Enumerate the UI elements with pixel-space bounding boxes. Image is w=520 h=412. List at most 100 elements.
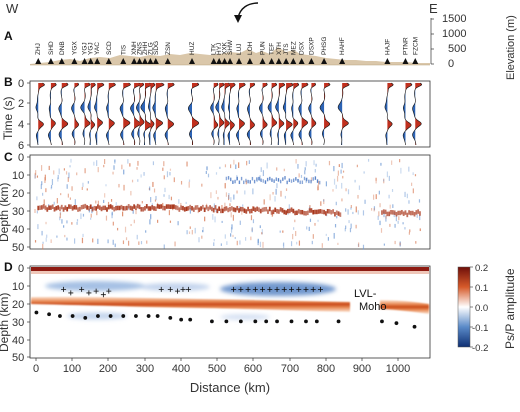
trace-line: [164, 82, 175, 146]
ccp-streak: [338, 164, 340, 168]
ccp-streak: [337, 170, 339, 176]
station-label: MEZ: [290, 41, 297, 55]
ccp-streak: [56, 198, 58, 204]
panel-label-b: B: [4, 75, 13, 89]
ccp-streak: [114, 243, 116, 248]
ccp-moho-streak: [281, 208, 284, 213]
ccp-streak: [197, 207, 199, 214]
moho-pick-dot: [34, 310, 39, 315]
ccp-moho-streak: [310, 208, 313, 213]
station-triangle-icon: [120, 58, 127, 64]
ccp-streak: [328, 160, 331, 166]
ccp-moho-streak: [107, 204, 110, 210]
trace-positive-fill: [387, 83, 394, 145]
ccp-moho-streak: [131, 206, 134, 211]
ccp-moho-streak: [100, 206, 103, 212]
ccp-streak: [309, 206, 311, 210]
moho-pick-dot: [83, 315, 88, 320]
ccp-lvl-streak: [303, 176, 306, 181]
ccp-streak: [416, 214, 418, 218]
ccp-streak: [232, 214, 234, 221]
time-tick-2: 2: [18, 98, 24, 110]
ccp-lvl-streak: [260, 178, 262, 183]
station-triangle-icon: [136, 58, 143, 64]
ccp-moho-streak: [97, 204, 99, 209]
ccp-moho-streak: [258, 207, 260, 212]
ccp-moho-streak: [53, 207, 56, 212]
ccp-streak: [418, 199, 421, 203]
ccp-moho-streak: [75, 205, 78, 210]
ccp-streak: [169, 168, 172, 171]
ccp-moho-streak: [87, 206, 90, 211]
ccp-streak: [408, 200, 410, 204]
ccp-moho-streak: [305, 211, 307, 216]
ccp-lvl-streak: [253, 179, 256, 184]
ccp-streak: [129, 163, 131, 167]
ccp-moho-streak: [84, 203, 87, 209]
station-triangle-icon: [339, 58, 346, 64]
ccp-streak: [269, 194, 271, 201]
ccp-streak: [105, 215, 108, 221]
ccp-streak: [335, 201, 337, 206]
distance-tick-100: 100: [63, 363, 81, 375]
trace-line: [298, 82, 309, 146]
moho-pick-dot: [224, 319, 229, 324]
ccp-moho-streak: [216, 208, 219, 214]
ccp-streak: [260, 167, 262, 172]
ccp-streak: [230, 227, 233, 233]
ccp-streak: [295, 159, 297, 164]
compass-east-label: E: [429, 1, 438, 16]
ccp-streak: [391, 160, 393, 165]
ccp-streak: [112, 221, 114, 226]
moho-pick-dot: [146, 314, 151, 318]
ccp-moho-streak: [223, 206, 226, 212]
moho-pick-dot: [155, 314, 160, 318]
ccp-moho-streak: [185, 206, 188, 212]
lvl-pick-cross: [303, 286, 309, 292]
ccp-streak: [71, 186, 73, 191]
ccp-streak: [71, 222, 73, 225]
ccp-moho-streak: [312, 209, 315, 215]
station-label: TIS: [120, 44, 127, 55]
ccp-streak: [42, 241, 44, 244]
ccp-moho-streak: [115, 205, 117, 211]
ccp-streak: [345, 225, 347, 229]
ccp-streak: [105, 184, 107, 187]
ccp-streak: [230, 197, 232, 203]
ccp-moho-streak: [415, 210, 418, 215]
ccp-streak: [380, 162, 382, 166]
moho-pick-dot: [134, 314, 138, 318]
trace-negative-fill: [236, 83, 240, 145]
ccp-streak: [189, 208, 191, 214]
ccp-streak: [206, 166, 208, 171]
ccp-streak: [104, 193, 106, 198]
ccp-streak: [76, 219, 79, 222]
ccp-moho-streak: [326, 208, 329, 214]
ccp-streak: [59, 212, 61, 219]
ccp-streak: [35, 170, 37, 176]
ccp-moho-streak: [158, 204, 161, 209]
ccp-moho-streak: [308, 208, 311, 213]
ccp-streak: [363, 171, 365, 174]
ccp-streak: [130, 190, 132, 196]
ccp-streak: [34, 240, 37, 243]
ccp-streak: [204, 216, 206, 222]
ccp-streak: [409, 229, 411, 233]
ccp-streak: [375, 178, 377, 181]
colorbar-tick-0: 0.2: [475, 263, 488, 274]
ccp-moho-streak: [393, 210, 396, 215]
ccp-lvl-streak: [297, 178, 299, 183]
ccp-moho-streak: [39, 205, 41, 210]
ccp-moho-streak: [37, 205, 40, 211]
ccp-streak: [90, 213, 92, 218]
ccp-streak: [96, 160, 98, 166]
ccp-streak: [201, 183, 203, 187]
ccp-moho-streak: [263, 207, 266, 212]
lvl-pick-cross: [296, 286, 302, 292]
ccp-streak: [57, 177, 59, 182]
ccp-moho-streak: [144, 206, 146, 211]
station-triangle-icon: [210, 58, 217, 64]
ccp-streak: [271, 214, 273, 217]
elevation-tick-1000: 1000: [442, 28, 466, 40]
